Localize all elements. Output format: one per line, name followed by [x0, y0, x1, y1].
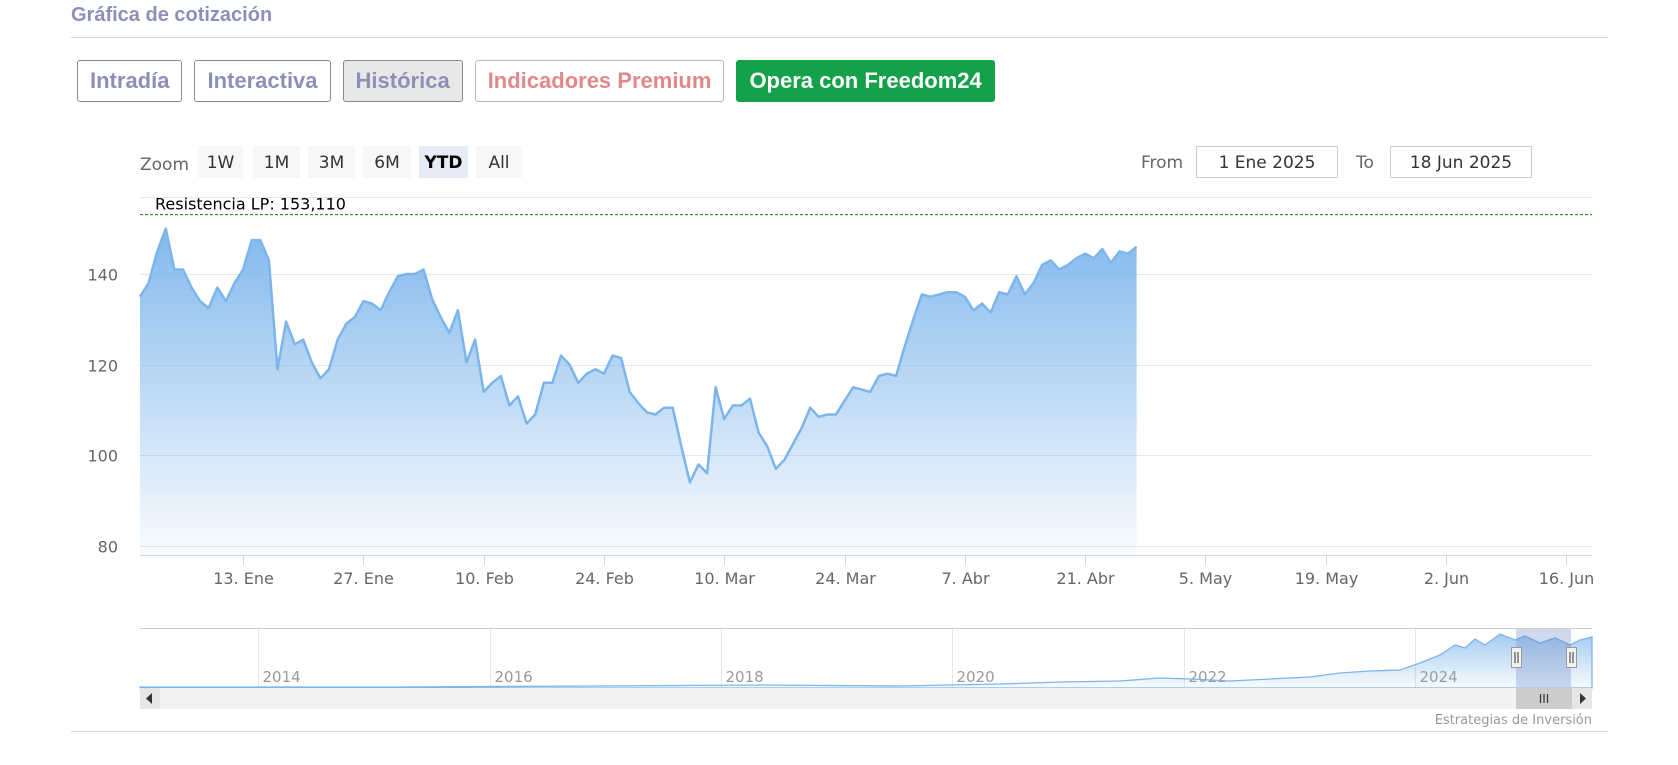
navigator-year-label: 2018 [726, 668, 764, 686]
scrollbar[interactable]: III [140, 688, 1592, 709]
svg-text:18 Jun 2025: 18 Jun 2025 [1410, 153, 1512, 173]
title-divider [71, 37, 1608, 38]
y-axis: 80 100 120 140 [87, 266, 118, 557]
x-tick-label: 10. Mar [694, 569, 755, 588]
from-label: From [1141, 153, 1183, 173]
zoom-button-6m[interactable]: 6M [363, 146, 411, 178]
x-tick-label: 24. Mar [815, 569, 876, 588]
tab-interactiva[interactable]: Interactiva [194, 60, 331, 102]
scrollbar-thumb[interactable]: III [1516, 688, 1572, 709]
resistance-label: Resistencia LP: 153,110 [155, 195, 346, 214]
y-tick-label: 100 [87, 447, 118, 466]
tab-intradia[interactable]: Intradía [77, 60, 183, 102]
tab-indicadores-premium[interactable]: Indicadores Premium [474, 60, 725, 102]
bottom-divider [71, 731, 1608, 732]
range-selector: Zoom 1W 1M 3M 6M YTD All From 1 Ene 2025… [140, 146, 1532, 178]
scroll-left-button[interactable] [140, 688, 160, 709]
y-tick-label: 120 [87, 357, 118, 376]
zoom-button-3m[interactable]: 3M [308, 146, 355, 178]
x-tick-label: 27. Ene [333, 569, 394, 588]
navigator-handle-right[interactable] [1566, 647, 1577, 668]
svg-text:1M: 1M [264, 153, 289, 173]
zoom-label: Zoom [140, 155, 189, 175]
navigator-handle-left[interactable] [1511, 647, 1522, 668]
svg-text:YTD: YTD [423, 153, 462, 173]
x-tick-label: 16. Jun [1539, 569, 1595, 588]
y-tick-label: 80 [98, 538, 118, 557]
arrow-left-icon [146, 693, 152, 704]
x-axis: 13. Ene 27. Ene 10. Feb 24. Feb 10. Mar 24. M… [213, 555, 1594, 588]
zoom-button-1m[interactable]: 1M [253, 146, 300, 178]
x-tick-label: 24. Feb [575, 569, 634, 588]
navigator-selection-mask[interactable] [1516, 629, 1571, 687]
x-tick-label: 2. Jun [1424, 569, 1469, 588]
x-tick-label: 5. May [1179, 569, 1232, 588]
svg-text:All: All [488, 153, 509, 173]
scrollbar-track[interactable] [140, 688, 1592, 709]
x-tick-label: 10. Feb [455, 569, 514, 588]
navigator[interactable]: 201420162018202020222024 [139, 628, 1593, 689]
navigator-year-label: 2016 [495, 668, 533, 686]
chart-tabs: Intradía Interactiva Histórica Indicador… [77, 60, 995, 102]
arrow-right-icon [1580, 693, 1586, 704]
to-date-input[interactable]: 18 Jun 2025 [1390, 146, 1532, 178]
price-series-line [138, 227, 1138, 484]
svg-text:6M: 6M [374, 153, 399, 173]
navigator-year-label: 2014 [263, 668, 301, 686]
annotations: Resistencia LP: 153,110 [140, 195, 1592, 216]
to-label: To [1355, 153, 1374, 173]
scroll-right-button[interactable] [1572, 688, 1592, 709]
credits-label[interactable]: Estrategias de Inversión [1435, 713, 1592, 728]
navigator-series [139, 633, 1593, 689]
x-tick-label: 13. Ene [213, 569, 274, 588]
tab-historica[interactable]: Histórica [342, 60, 463, 102]
svg-text:3M: 3M [319, 153, 344, 173]
scrollbar-grip: III [1539, 692, 1550, 706]
x-tick-label: 19. May [1295, 569, 1359, 588]
navigator-year-label: 2020 [957, 668, 995, 686]
zoom-button-1w[interactable]: 1W [198, 146, 243, 178]
section-title: Gráfica de cotización [71, 4, 273, 26]
svg-text:1 Ene 2025: 1 Ene 2025 [1219, 153, 1316, 173]
price-series-area [140, 228, 1137, 555]
from-date-input[interactable]: 1 Ene 2025 [1196, 146, 1338, 178]
zoom-button-ytd[interactable]: YTD [419, 146, 468, 178]
zoom-button-all[interactable]: All [476, 146, 522, 178]
x-tick-label: 7. Abr [941, 569, 989, 588]
y-tick-label: 140 [87, 266, 118, 285]
x-tick-label: 21. Abr [1056, 569, 1115, 588]
opera-freedom24-button[interactable]: Opera con Freedom24 [736, 60, 995, 102]
svg-text:1W: 1W [207, 153, 235, 173]
